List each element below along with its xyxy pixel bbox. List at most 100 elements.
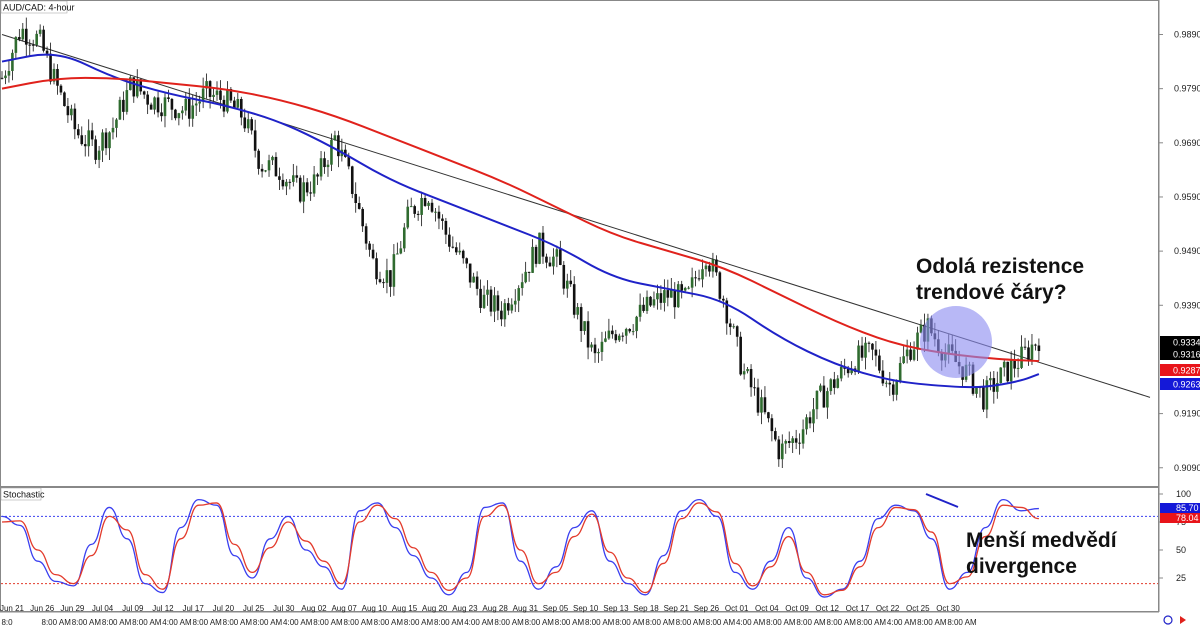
date-tick-label: Aug 20 [422, 604, 448, 613]
price-axis-ticks: 0.9890 0.9790 0.9690 0.9590 0.9490 0.9390 0.91… [1159, 29, 1200, 473]
candle-body [479, 288, 482, 308]
candle-body [111, 127, 115, 133]
candle-body [645, 296, 649, 311]
candle-body [735, 326, 739, 337]
candle-body [330, 139, 333, 165]
candle-body [416, 213, 420, 215]
date-tick-label: Oct 01 [725, 604, 749, 613]
annotation-divergence-text: Menší medvědí divergence [966, 529, 1117, 578]
candle-body [576, 307, 579, 315]
date-tick-label: Jun 26 [30, 604, 55, 613]
candle-body [288, 181, 292, 183]
candle-body [70, 108, 73, 116]
candle-body [281, 179, 285, 187]
candle-body [392, 254, 396, 287]
candle-body [0, 77, 4, 79]
stochastic-title-box [0, 487, 42, 501]
candle-body [1027, 347, 1030, 360]
candle-body [24, 28, 28, 45]
candle-body [683, 287, 687, 291]
candle-body [160, 112, 163, 117]
candle-body [985, 380, 989, 410]
candle-body [898, 363, 902, 382]
candle-body [97, 150, 101, 160]
candle-body [257, 150, 260, 169]
candle-body [323, 158, 326, 168]
candle-body [635, 316, 638, 332]
candle-body [704, 265, 708, 270]
candle-body [250, 119, 253, 131]
candle-body [101, 132, 104, 151]
candle-body [656, 293, 659, 300]
price-tick-label: 0.9390 [1174, 300, 1200, 310]
resistance-highlight-circle [920, 306, 992, 378]
symbol-title-box [0, 0, 68, 14]
candle-body [694, 277, 697, 279]
time-tick-label: 8:00 AM [706, 618, 736, 627]
price-label-box [1160, 364, 1200, 376]
candle-body [559, 249, 562, 265]
candle-body [319, 158, 323, 177]
time-axis-labels: Jun 21 8:0 Jun 26 8:00 AM Jun 29 8:00 AM Jul 0… [0, 604, 977, 627]
candle-body [777, 439, 781, 460]
candle-body [208, 81, 212, 97]
time-tick-label: 8:0 [1, 618, 13, 627]
candle-body [909, 349, 912, 360]
candle-body [545, 256, 548, 263]
candle-body [233, 100, 236, 108]
stochastic-value-box [1160, 513, 1200, 523]
time-tick-label: 8:00 AM [434, 618, 464, 627]
candle-body [548, 262, 552, 267]
stochastic-title: Stochastic [3, 490, 45, 500]
stochastic-tick-label: 50 [1176, 545, 1186, 555]
arrow-icon[interactable] [1180, 616, 1186, 624]
candle-body [350, 166, 354, 194]
candle-body [611, 330, 614, 335]
candle-body [524, 271, 527, 283]
time-tick-label: 8:00 AM [42, 618, 72, 627]
settings-icons[interactable] [1163, 615, 1186, 625]
candle-body [94, 139, 97, 160]
candle-body [486, 289, 489, 295]
candle-body [829, 379, 833, 392]
candle-body [63, 92, 66, 107]
candle-body [916, 332, 919, 350]
candle-body [292, 175, 295, 182]
candle-body [579, 307, 583, 332]
candle-body [14, 37, 18, 53]
candle-body [659, 293, 663, 303]
candle-body [1013, 360, 1016, 369]
candle-body [399, 248, 403, 254]
candle-body [628, 328, 631, 332]
date-tick-label: Sep 18 [633, 604, 659, 613]
time-tick-label: 8:00 AM [555, 618, 585, 627]
candle-body [663, 290, 666, 303]
candle-body [631, 331, 635, 333]
date-tick-label: Sep 10 [573, 604, 599, 613]
candle-body [201, 88, 205, 102]
time-tick-label: 8:00 AM [525, 618, 555, 627]
date-tick-label: Jul 09 [122, 604, 144, 613]
candle-body [780, 443, 784, 460]
candle-body [382, 282, 385, 284]
candle-body [604, 338, 607, 342]
price-tick-label: 0.9590 [1174, 192, 1200, 202]
candle-body [409, 206, 413, 208]
candle-body [808, 417, 812, 424]
candle-body [174, 109, 177, 119]
candle-body [1030, 344, 1034, 360]
price-label-box [1160, 336, 1200, 348]
candle-body [448, 234, 451, 247]
candle-body [881, 370, 885, 384]
candle-body [763, 397, 767, 413]
date-tick-label: Aug 23 [452, 604, 478, 613]
candle-body [1034, 344, 1037, 346]
link-icon[interactable] [1163, 615, 1173, 625]
candle-body [621, 335, 625, 337]
candle-body [701, 269, 704, 280]
time-tick-label: 8:00 AM [857, 618, 887, 627]
candle-body [52, 68, 56, 82]
candle-body [87, 130, 90, 147]
